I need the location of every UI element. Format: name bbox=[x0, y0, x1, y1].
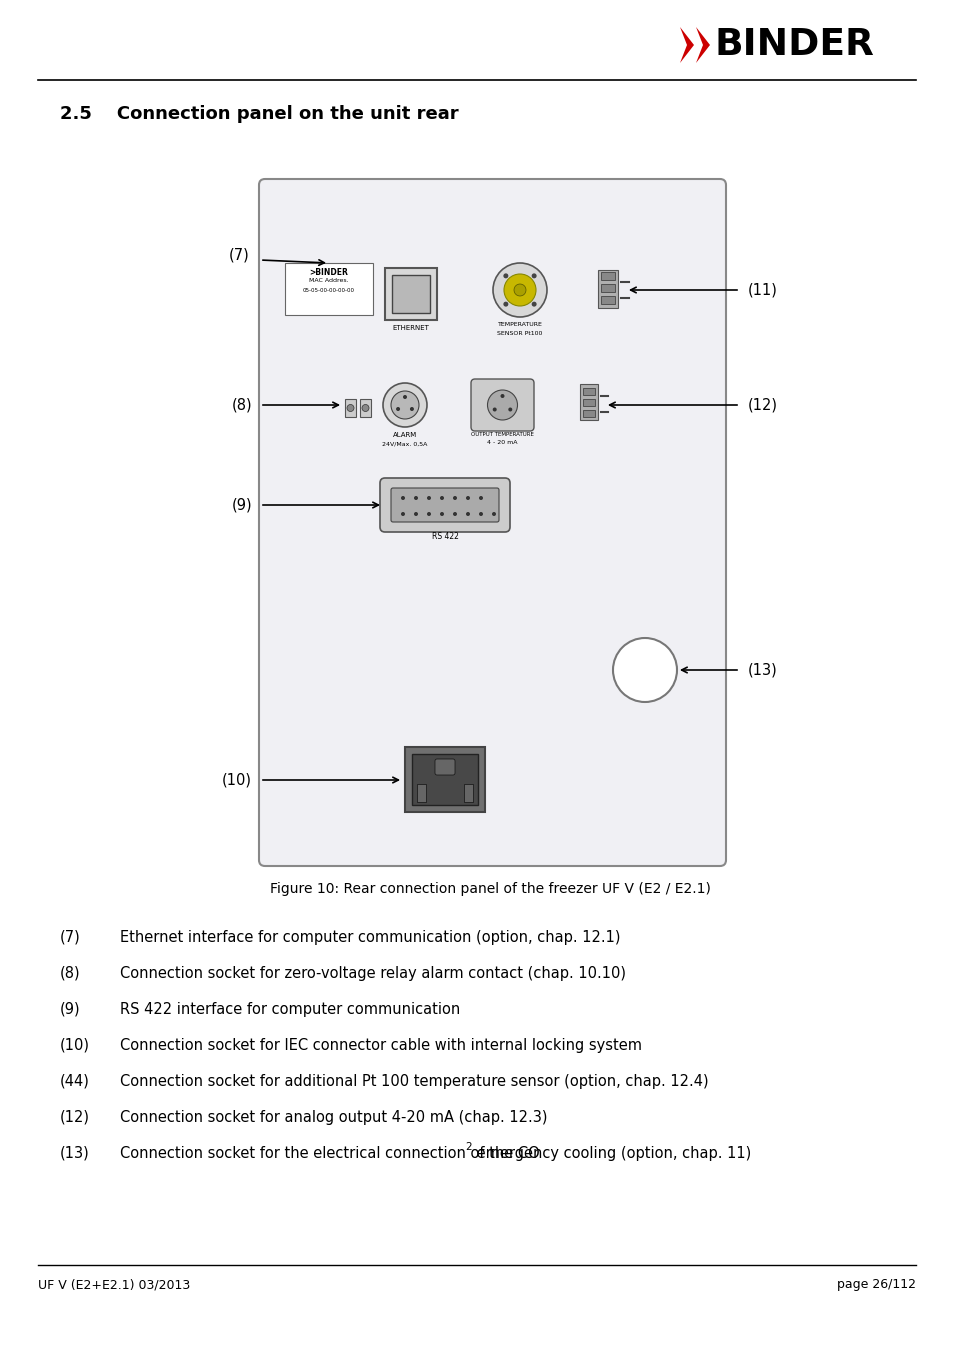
Text: page 26/112: page 26/112 bbox=[836, 1278, 915, 1291]
Text: TEMPERATURE: TEMPERATURE bbox=[497, 323, 542, 327]
Bar bbox=[412, 755, 477, 805]
Circle shape bbox=[503, 274, 536, 306]
Text: (11): (11) bbox=[747, 282, 777, 297]
Bar bbox=[582, 387, 595, 396]
Text: (9): (9) bbox=[232, 498, 252, 513]
Text: RS 422: RS 422 bbox=[431, 532, 458, 541]
Circle shape bbox=[478, 495, 482, 500]
Polygon shape bbox=[679, 27, 693, 63]
Text: (10): (10) bbox=[222, 772, 252, 787]
Circle shape bbox=[453, 495, 456, 500]
Text: (8): (8) bbox=[60, 967, 81, 981]
Circle shape bbox=[503, 301, 508, 306]
Text: (12): (12) bbox=[747, 397, 778, 413]
Circle shape bbox=[465, 495, 470, 500]
Circle shape bbox=[508, 408, 512, 412]
Text: (7): (7) bbox=[229, 247, 250, 262]
Circle shape bbox=[453, 512, 456, 516]
Circle shape bbox=[492, 512, 496, 516]
Bar bbox=[359, 400, 371, 417]
Circle shape bbox=[427, 512, 431, 516]
Circle shape bbox=[382, 383, 427, 427]
Text: 2: 2 bbox=[464, 1142, 471, 1152]
Text: (44): (44) bbox=[60, 1075, 90, 1089]
Bar bbox=[582, 410, 595, 417]
Circle shape bbox=[478, 512, 482, 516]
Bar bbox=[600, 296, 615, 304]
Text: (10): (10) bbox=[60, 1038, 90, 1053]
Text: RS 422 interface for computer communication: RS 422 interface for computer communicat… bbox=[120, 1002, 459, 1017]
Text: >BINDER: >BINDER bbox=[309, 269, 348, 277]
Text: (9): (9) bbox=[60, 1002, 81, 1017]
Bar bbox=[598, 270, 618, 308]
FancyBboxPatch shape bbox=[471, 379, 534, 431]
Text: ETHERNET: ETHERNET bbox=[392, 325, 429, 331]
Circle shape bbox=[400, 512, 405, 516]
Polygon shape bbox=[696, 27, 709, 63]
Circle shape bbox=[402, 396, 407, 400]
Circle shape bbox=[465, 512, 470, 516]
Circle shape bbox=[414, 495, 417, 500]
Text: BINDER: BINDER bbox=[714, 27, 874, 63]
FancyBboxPatch shape bbox=[379, 478, 510, 532]
Bar bbox=[285, 263, 373, 315]
Text: emergency cooling (option, chap. 11): emergency cooling (option, chap. 11) bbox=[472, 1146, 750, 1161]
Circle shape bbox=[410, 406, 414, 410]
FancyBboxPatch shape bbox=[391, 487, 498, 522]
Bar bbox=[416, 784, 426, 802]
Bar bbox=[385, 269, 436, 320]
Circle shape bbox=[347, 405, 354, 412]
FancyBboxPatch shape bbox=[258, 180, 725, 865]
FancyBboxPatch shape bbox=[435, 759, 455, 775]
Circle shape bbox=[531, 273, 537, 278]
Text: Connection socket for additional Pt 100 temperature sensor (option, chap. 12.4): Connection socket for additional Pt 100 … bbox=[120, 1075, 708, 1089]
Circle shape bbox=[613, 639, 677, 702]
Bar bbox=[405, 747, 484, 811]
Text: (7): (7) bbox=[60, 930, 81, 945]
Text: Connection socket for analog output 4-20 mA (chap. 12.3): Connection socket for analog output 4-20… bbox=[120, 1110, 547, 1125]
Circle shape bbox=[487, 390, 517, 420]
Bar bbox=[463, 784, 473, 802]
Text: UF V (E2+E2.1) 03/2013: UF V (E2+E2.1) 03/2013 bbox=[38, 1278, 190, 1291]
Circle shape bbox=[531, 301, 537, 306]
Text: 4 - 20 mA: 4 - 20 mA bbox=[487, 440, 517, 446]
Text: Connection socket for IEC connector cable with internal locking system: Connection socket for IEC connector cabl… bbox=[120, 1038, 641, 1053]
Circle shape bbox=[439, 495, 443, 500]
Circle shape bbox=[400, 495, 405, 500]
Circle shape bbox=[361, 405, 369, 412]
Circle shape bbox=[414, 512, 417, 516]
Text: (13): (13) bbox=[747, 663, 777, 678]
Circle shape bbox=[493, 263, 546, 317]
Circle shape bbox=[395, 406, 399, 410]
Bar bbox=[345, 400, 355, 417]
Circle shape bbox=[503, 273, 508, 278]
Circle shape bbox=[500, 394, 504, 398]
Text: Connection socket for the electrical connection of the CO: Connection socket for the electrical con… bbox=[120, 1146, 539, 1161]
Text: (8): (8) bbox=[232, 397, 252, 413]
Text: Connection socket for zero-voltage relay alarm contact (chap. 10.10): Connection socket for zero-voltage relay… bbox=[120, 967, 625, 981]
Bar bbox=[579, 383, 598, 420]
Text: ALARM: ALARM bbox=[393, 432, 416, 437]
Text: 2.5    Connection panel on the unit rear: 2.5 Connection panel on the unit rear bbox=[60, 105, 458, 123]
Circle shape bbox=[439, 512, 443, 516]
Circle shape bbox=[391, 392, 418, 418]
Circle shape bbox=[427, 495, 431, 500]
Text: 24V/Max. 0,5A: 24V/Max. 0,5A bbox=[382, 441, 427, 446]
Text: OUTPUT TEMPERATURE: OUTPUT TEMPERATURE bbox=[471, 432, 534, 437]
Text: (13): (13) bbox=[60, 1146, 90, 1161]
Text: MAC Addres.: MAC Addres. bbox=[309, 278, 349, 283]
Bar bbox=[582, 400, 595, 406]
Text: Figure 10: Rear connection panel of the freezer UF V (E2 / E2.1): Figure 10: Rear connection panel of the … bbox=[270, 882, 710, 896]
Bar bbox=[600, 284, 615, 292]
Circle shape bbox=[492, 408, 497, 412]
Text: SENSOR Pt100: SENSOR Pt100 bbox=[497, 331, 542, 336]
Bar bbox=[392, 275, 430, 313]
Circle shape bbox=[514, 284, 525, 296]
Text: (12): (12) bbox=[60, 1110, 90, 1125]
Text: Ethernet interface for computer communication (option, chap. 12.1): Ethernet interface for computer communic… bbox=[120, 930, 619, 945]
Bar bbox=[600, 271, 615, 279]
Text: 05-05-00-00-00-00: 05-05-00-00-00-00 bbox=[303, 288, 355, 293]
